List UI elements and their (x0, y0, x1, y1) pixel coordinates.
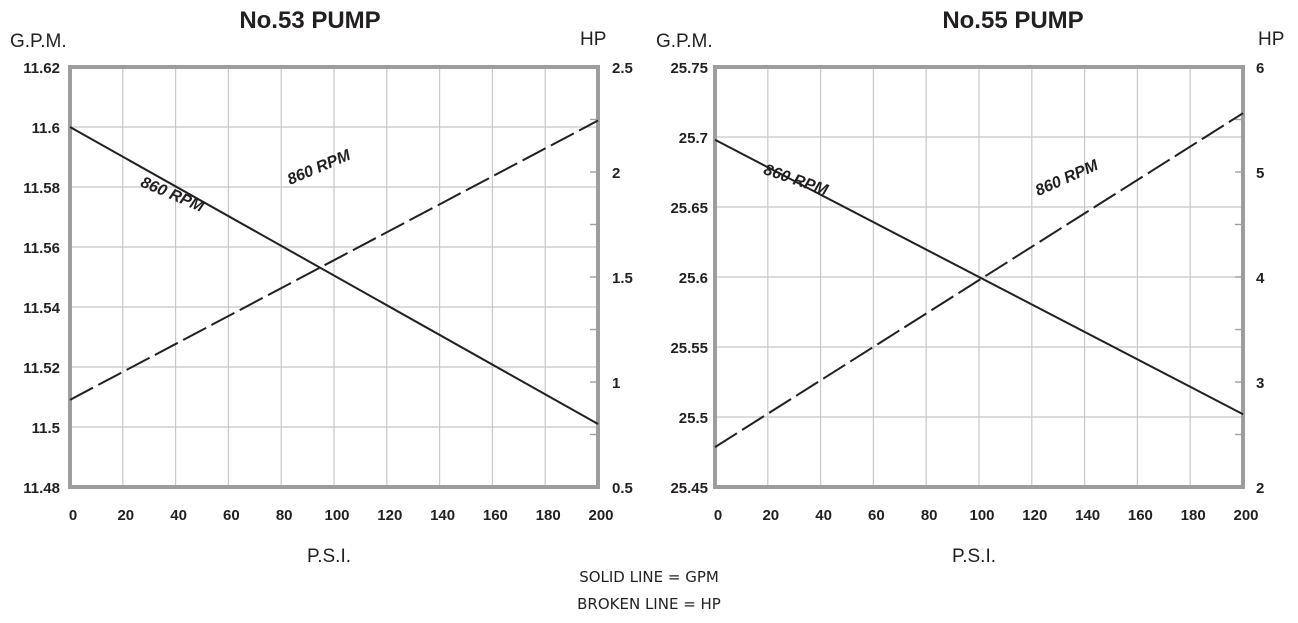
y-right-tick-label: 1.5 (612, 270, 633, 287)
x-tick-label: 20 (762, 507, 779, 524)
x-tick-label: 60 (223, 507, 240, 524)
y-left-tick-label: 11.6 (32, 120, 60, 137)
x-tick-label: 40 (815, 507, 832, 524)
x-tick-label: 0 (69, 507, 77, 524)
x-tick-label: 200 (1233, 507, 1258, 524)
y-left-tick-label: 11.54 (23, 300, 60, 317)
y-right-tick-label: 3 (1256, 375, 1264, 392)
y-left-tick-label: 25.65 (670, 200, 708, 217)
x-tick-label: 0 (714, 507, 722, 524)
x-tick-label: 140 (1075, 507, 1100, 524)
y-right-tick-label: 2 (612, 165, 620, 182)
y-right-tick-label: 4 (1256, 270, 1265, 287)
x-tick-label: 200 (588, 507, 613, 524)
x-tick-label: 80 (921, 507, 938, 524)
y-left-tick-label: 11.62 (23, 60, 60, 77)
x-tick-label: 80 (276, 507, 293, 524)
y-right-label: HP (580, 29, 606, 50)
x-tick-label: 100 (969, 507, 994, 524)
plot-frame (68, 65, 600, 489)
y-right-tick-label: 2.5 (612, 60, 633, 77)
y-right-label: HP (1258, 29, 1284, 50)
y-left-tick-label: 25.5 (679, 410, 708, 427)
x-tick-label: 160 (1128, 507, 1153, 524)
x-tick-label: 180 (536, 507, 561, 524)
y-right-tick-label: 1 (612, 375, 620, 392)
y-left-tick-label: 11.48 (23, 480, 60, 497)
x-tick-label: 60 (868, 507, 885, 524)
x-tick-label: 20 (117, 507, 134, 524)
y-left-tick-label: 11.56 (23, 240, 60, 257)
y-left-label: G.P.M. (656, 31, 713, 52)
hp-line (714, 112, 1244, 448)
legend-solid-line: SOLID LINE = GPM (579, 568, 719, 586)
x-tick-label: 40 (170, 507, 187, 524)
y-left-tick-label: 11.5 (32, 420, 60, 437)
x-tick-label: 160 (483, 507, 508, 524)
hp-line (69, 119, 599, 401)
y-left-tick-label: 25.6 (679, 270, 708, 287)
y-right-tick-label: 0.5 (612, 480, 633, 497)
y-right-tick-label: 6 (1256, 60, 1264, 77)
x-axis-label: P.S.I. (952, 546, 996, 567)
x-axis-label: P.S.I. (307, 546, 351, 567)
y-left-label: G.P.M. (10, 31, 67, 52)
y-left-tick-label: 11.58 (23, 180, 60, 197)
legend-broken-line: BROKEN LINE = HP (577, 595, 721, 613)
x-tick-label: 140 (430, 507, 455, 524)
y-left-tick-label: 25.7 (679, 130, 708, 147)
plot-frame (713, 65, 1245, 489)
chart-title: No.53 PUMP (239, 7, 380, 34)
y-right-tick-label: 5 (1256, 165, 1264, 182)
y-left-tick-label: 11.52 (23, 360, 60, 377)
x-tick-label: 120 (1022, 507, 1047, 524)
x-tick-label: 120 (377, 507, 402, 524)
x-tick-label: 180 (1181, 507, 1206, 524)
y-left-tick-label: 25.55 (670, 340, 708, 357)
gpm-line (714, 138, 1244, 416)
y-left-tick-label: 25.75 (670, 60, 708, 77)
y-left-tick-label: 25.45 (670, 480, 708, 497)
y-right-tick-label: 2 (1256, 480, 1264, 497)
gpm-line (69, 126, 599, 425)
x-tick-label: 100 (324, 507, 349, 524)
chart-title: No.55 PUMP (942, 7, 1083, 34)
